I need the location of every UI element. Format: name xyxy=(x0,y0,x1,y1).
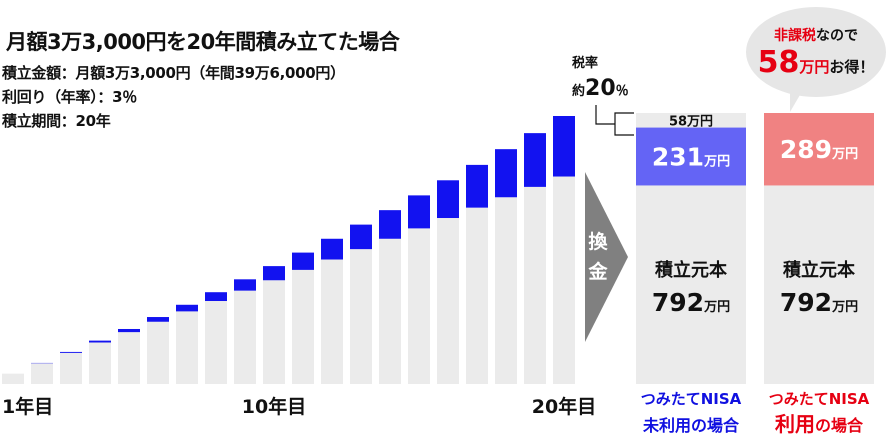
compare-tax-bar-1 xyxy=(636,113,746,128)
column-label-rest-2: の場合 xyxy=(815,416,864,435)
yearly-tick-labels: 1年目 10年目 20年目 xyxy=(2,395,596,418)
bar-gain-year-7 xyxy=(176,304,198,312)
column-label-main-2: 利用 xyxy=(775,412,815,436)
tax-bracket xyxy=(614,112,634,136)
tick-label-year-10: 10年目 xyxy=(242,395,306,418)
condition-period: 積立期間：20年 xyxy=(2,112,111,130)
bar-principal-year-9 xyxy=(234,290,256,384)
bar-gain-year-14 xyxy=(379,210,401,239)
bar-gain-year-18 xyxy=(495,149,517,198)
bar-gain-year-11 xyxy=(292,252,314,270)
principal-value-label-1: 792万円 xyxy=(652,288,730,317)
bar-gain-year-10 xyxy=(263,266,285,281)
gain-value-number-1: 231 xyxy=(652,142,704,171)
principal-label-1: 積立元本 xyxy=(654,259,727,281)
bar-gain-year-3 xyxy=(60,351,82,353)
column-label-line1-1: つみたてNISA xyxy=(641,390,742,408)
compare-gain-bar-1 xyxy=(636,127,746,186)
column-label-main-1: 未利用 xyxy=(642,416,691,435)
gain-value-unit-2: 万円 xyxy=(831,147,858,162)
condition-amount: 積立金額：月額3万3,000円（年間39万6,000円） xyxy=(2,64,345,82)
bar-principal-year-7 xyxy=(176,311,198,384)
yearly-bars xyxy=(2,116,575,384)
convert-arrow xyxy=(585,172,628,342)
bar-principal-year-11 xyxy=(292,269,314,384)
principal-value-label-2: 792万円 xyxy=(780,288,858,317)
gain-value-label-1: 231万円 xyxy=(652,142,730,171)
bar-principal-year-20 xyxy=(553,176,575,384)
speech-bubble xyxy=(746,7,886,97)
tax-rate-unit: ％ xyxy=(616,84,629,99)
bar-principal-year-14 xyxy=(379,238,401,384)
gain-value-label-2: 289万円 xyxy=(780,135,858,164)
bar-principal-year-1 xyxy=(2,373,24,384)
tax-leader-line xyxy=(595,105,615,125)
comparison-bars: 58万円231万円積立元本792万円つみたてNISA未利用の場合289万円積立元… xyxy=(636,113,874,436)
tick-label-year-20: 20年目 xyxy=(532,395,596,418)
bar-principal-year-16 xyxy=(437,218,459,384)
principal-value-number-2: 792 xyxy=(780,288,832,317)
bar-principal-year-6 xyxy=(147,321,169,384)
bar-principal-year-19 xyxy=(524,186,546,384)
bubble-tax-free: 非課税 xyxy=(774,28,816,44)
principal-label-2: 積立元本 xyxy=(782,259,855,281)
gain-value-unit-1: 万円 xyxy=(703,154,730,169)
bar-principal-year-15 xyxy=(408,228,430,384)
bar-principal-year-4 xyxy=(89,342,111,384)
bar-principal-year-8 xyxy=(205,301,227,384)
column-label-line1-2: つみたてNISA xyxy=(769,390,870,408)
principal-value-unit-1: 万円 xyxy=(703,300,730,315)
tick-label-year-1: 1年目 xyxy=(2,395,53,418)
gain-value-number-2: 289 xyxy=(780,135,832,164)
bar-gain-year-9 xyxy=(234,279,256,291)
compare-principal-bar-1 xyxy=(636,185,746,384)
tax-rate-line1: 税率 xyxy=(572,55,598,71)
bar-principal-year-2 xyxy=(31,363,53,384)
bar-principal-year-12 xyxy=(321,259,343,384)
column-label-line2-1: 未利用の場合 xyxy=(642,416,740,435)
compare-gain-bar-2 xyxy=(764,113,874,186)
bubble-unit: 万円 xyxy=(799,58,830,76)
bar-principal-year-18 xyxy=(495,197,517,384)
speech-bubble-tail xyxy=(790,88,804,112)
convert-label-char1: 換 xyxy=(588,230,608,253)
bubble-line2: 58万円お得！ xyxy=(752,45,880,80)
bar-gain-year-8 xyxy=(205,292,227,302)
bar-principal-year-10 xyxy=(263,280,285,384)
tax-rate-value: 20 xyxy=(585,76,616,101)
convert-label-char2: 金 xyxy=(587,260,608,283)
bar-principal-year-13 xyxy=(350,249,372,384)
bar-gain-year-20 xyxy=(553,116,575,177)
bar-principal-year-17 xyxy=(466,207,488,384)
column-label-rest-1: の場合 xyxy=(691,416,740,435)
principal-value-unit-2: 万円 xyxy=(831,300,858,315)
bar-gain-year-17 xyxy=(466,164,488,208)
bubble-amount: 58 xyxy=(757,45,800,80)
tax-rate-line2: 約20％ xyxy=(572,76,629,101)
compare-principal-bar-2 xyxy=(764,185,874,384)
tax-rate-prefix: 約 xyxy=(572,83,585,99)
bar-gain-year-15 xyxy=(408,195,430,229)
bar-principal-year-5 xyxy=(118,332,140,384)
column-label-line2-2: 利用の場合 xyxy=(775,412,864,436)
chart-title: 月額3万3,000円を20年間積み立てた場合 xyxy=(6,30,400,54)
bubble-suffix: お得！ xyxy=(829,58,875,76)
bar-gain-year-6 xyxy=(147,317,169,322)
bar-gain-year-12 xyxy=(321,238,343,260)
tax-amount-label: 58万円 xyxy=(669,114,713,129)
condition-rate: 利回り（年率）：3％ xyxy=(2,88,137,106)
bubble-line1: 非課税なので xyxy=(752,25,880,45)
bar-gain-year-19 xyxy=(524,133,546,187)
bubble-because: なので xyxy=(816,28,858,44)
bar-gain-year-5 xyxy=(118,328,140,333)
principal-value-number-1: 792 xyxy=(652,288,704,317)
bar-gain-year-13 xyxy=(350,224,372,250)
bar-principal-year-3 xyxy=(60,352,82,384)
bar-gain-year-16 xyxy=(437,180,459,219)
bar-gain-year-4 xyxy=(89,340,111,343)
